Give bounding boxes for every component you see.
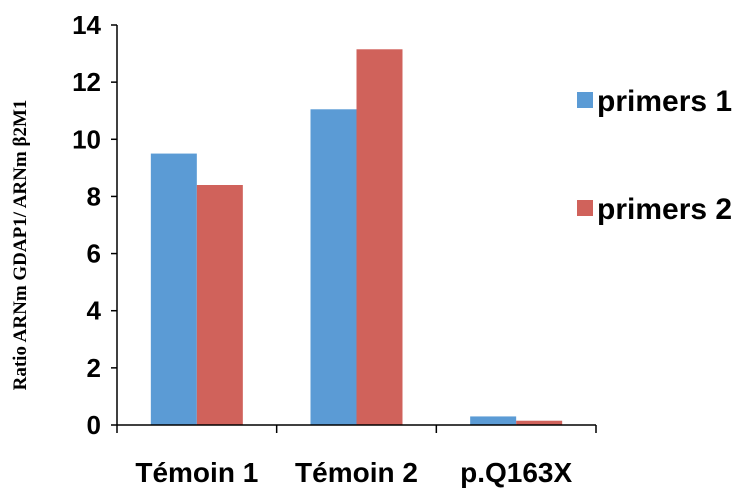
- y-tick-label: 10: [72, 124, 101, 154]
- y-tick-label: 4: [87, 296, 102, 326]
- bar: [196, 185, 243, 425]
- y-tick-label: 8: [87, 181, 101, 211]
- bar: [150, 153, 197, 426]
- y-axis-label: Ratio ARNm GDAP1/ ARNm β2M1: [10, 100, 31, 391]
- bar: [356, 49, 403, 426]
- y-tick-label: 6: [87, 239, 101, 269]
- y-tick-label: 14: [72, 10, 101, 40]
- y-tick-label: 2: [87, 353, 101, 383]
- bar: [516, 420, 563, 425]
- x-category-label: p.Q163X: [460, 457, 572, 488]
- legend-label: primers 2: [597, 193, 732, 226]
- bar: [310, 109, 357, 426]
- legend-swatch: [577, 92, 593, 108]
- x-category-label: Témoin 1: [135, 457, 258, 488]
- bar: [470, 416, 517, 425]
- x-category-label: Témoin 2: [295, 457, 418, 488]
- y-tick-label: 12: [72, 67, 101, 97]
- y-tick-label: 0: [87, 410, 101, 440]
- legend-swatch: [577, 200, 593, 216]
- legend-label: primers 1: [597, 85, 732, 118]
